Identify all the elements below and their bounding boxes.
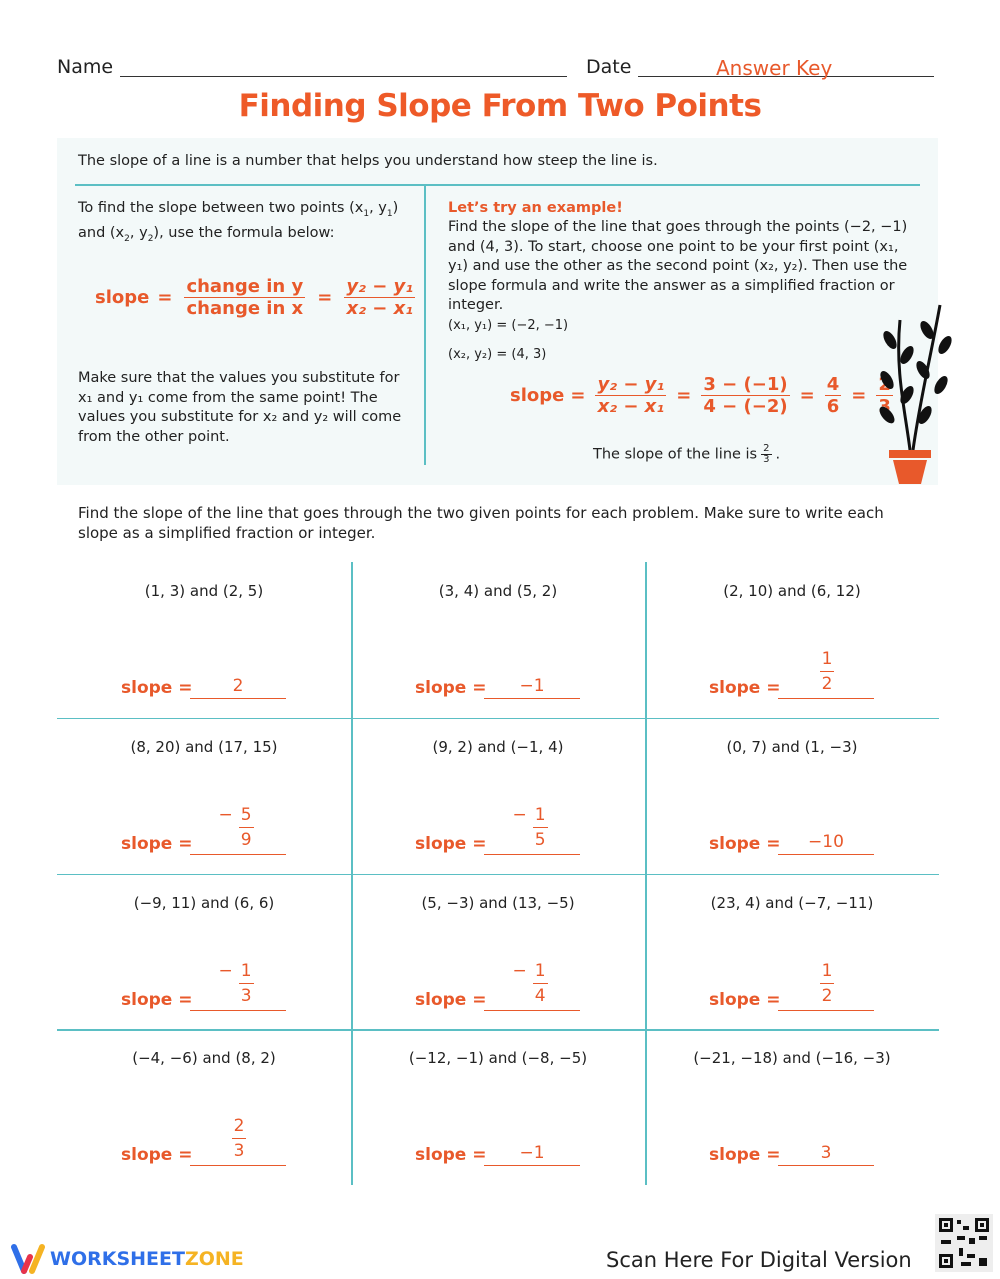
slope-label: slope =: [709, 833, 781, 854]
problem-cell: (1, 3) and (2, 5) slope = 2: [57, 562, 351, 718]
problem-cell: (3, 4) and (5, 2) slope = −1: [351, 562, 645, 718]
info-box: [57, 138, 938, 485]
slope-label: slope =: [709, 989, 781, 1010]
formula-intro: To find the slope between two points (x1…: [78, 200, 399, 245]
slope-formula: slope = change in y change in x = y₂ − y₁ x…: [95, 276, 416, 319]
answer-value: 3: [820, 1143, 832, 1164]
slope-label: slope =: [121, 1145, 193, 1166]
problem-points: (8, 20) and (17, 15): [130, 737, 278, 756]
answer-blank[interactable]: −1: [484, 1125, 580, 1167]
problem-points: (−4, −6) and (8, 2): [132, 1049, 276, 1068]
slope-label: slope =: [709, 1145, 781, 1166]
answer-blank[interactable]: 2: [190, 658, 286, 699]
answer-fraction: −1 5: [512, 804, 548, 850]
date-label: Date: [586, 56, 632, 78]
answer-value: 2: [232, 676, 244, 696]
problem-points: (2, 10) and (6, 12): [723, 582, 861, 600]
worksheetzone-logo: WORKSHEETZONE: [50, 1248, 244, 1270]
answer-blank[interactable]: 3: [778, 1125, 874, 1167]
problem-points: (23, 4) and (−7, −11): [710, 893, 874, 912]
example-conclusion: The slope of the line is 2 3.: [593, 443, 781, 465]
problem-grid: (1, 3) and (2, 5) slope = 2 (3, 4) and (5…: [57, 562, 939, 1185]
answer-blank[interactable]: −1 3: [190, 961, 286, 1011]
answer-blank[interactable]: −1: [484, 658, 580, 699]
slope-label: slope =: [415, 833, 487, 854]
example-calculation: slope = y₂ − y₁ x₂ − x₁ = 3 − (−1) 4 − (−2) =…: [510, 374, 893, 417]
slope-label: slope =: [121, 678, 193, 698]
answer-value: −1: [519, 1143, 545, 1164]
slope-label: slope =: [415, 678, 487, 698]
example-heading: Let’s try an example!: [448, 200, 623, 216]
answer-value: −1: [519, 676, 545, 696]
instructions: Find the slope of the line that goes thr…: [78, 504, 884, 542]
worksheetzone-logo-icon: [11, 1244, 45, 1274]
answer-blank[interactable]: −1 5: [484, 805, 580, 855]
problem-cell: (5, −3) and (13, −5) slope = −1 4: [351, 874, 645, 1030]
point-1: (x₁, y₁) = (−2, −1): [448, 318, 569, 333]
problem-points: (−9, 11) and (6, 6): [133, 893, 275, 912]
slope-label: slope =: [415, 1145, 487, 1166]
answer-value: −10: [808, 831, 844, 852]
intro-text: The slope of a line is a number that hel…: [78, 153, 658, 169]
answer-blank[interactable]: −5 9: [190, 805, 286, 855]
divider: [424, 185, 426, 465]
answer-blank[interactable]: −10: [778, 814, 874, 855]
problem-cell: (8, 20) and (17, 15) slope = −5 9: [57, 718, 351, 874]
page-title: Finding Slope From Two Points: [238, 88, 762, 124]
problem-points: (5, −3) and (13, −5): [421, 893, 575, 912]
answer-fraction: −1 4: [512, 960, 548, 1006]
substitute-note: Make sure that the values you substitute…: [78, 370, 402, 445]
scan-text: Scan Here For Digital Version: [606, 1248, 912, 1272]
problem-points: (0, 7) and (1, −3): [726, 737, 858, 756]
name-field[interactable]: [120, 76, 567, 77]
grid-divider: [57, 873, 939, 875]
date-value: Answer Key: [716, 56, 833, 80]
problem-points: (9, 2) and (−1, 4): [432, 737, 564, 756]
date-field[interactable]: [638, 76, 934, 77]
problem-cell: (9, 2) and (−1, 4) slope = −1 5: [351, 718, 645, 874]
grid-divider: [57, 1029, 939, 1031]
problem-cell: (−9, 11) and (6, 6) slope = −1 3: [57, 874, 351, 1030]
slope-label: slope =: [415, 989, 487, 1010]
problem-points: (−21, −18) and (−16, −3): [693, 1049, 891, 1068]
problem-points: (−12, −1) and (−8, −5): [408, 1049, 588, 1068]
slope-label: slope =: [121, 833, 193, 854]
answer-blank[interactable]: −1 4: [484, 961, 580, 1011]
problem-points: (3, 4) and (5, 2): [438, 582, 558, 600]
slope-label: slope =: [121, 989, 193, 1010]
problem-cell: (−12, −1) and (−8, −5) slope = −1: [351, 1029, 645, 1185]
example-text: Find the slope of the line that goes thr…: [448, 219, 908, 313]
qr-code[interactable]: [935, 1214, 993, 1272]
answer-fraction: −5 9: [218, 804, 254, 850]
name-label: Name: [57, 56, 114, 78]
problem-cell: (0, 7) and (1, −3) slope = −10: [645, 718, 939, 874]
plant-illustration: [879, 304, 952, 484]
divider: [75, 184, 920, 186]
problem-points: (1, 3) and (2, 5): [144, 582, 264, 600]
point-2: (x₂, y₂) = (4, 3): [448, 347, 547, 362]
problem-cell: (−21, −18) and (−16, −3) slope = 3: [645, 1029, 939, 1185]
slope-label: slope =: [709, 678, 781, 698]
grid-divider: [57, 717, 939, 720]
answer-fraction: −1 3: [218, 960, 254, 1006]
